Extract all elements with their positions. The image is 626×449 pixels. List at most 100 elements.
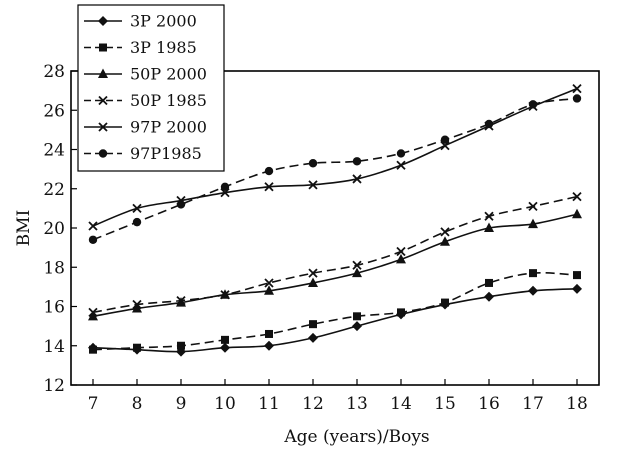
legend-marker	[99, 43, 107, 52]
data-point-50p-2000	[484, 222, 494, 232]
data-point-97p1985	[176, 200, 186, 209]
data-point-50p-1985	[396, 246, 406, 257]
data-point-50p-2000	[132, 302, 142, 313]
legend-item-97p1985: 97P1985	[84, 144, 202, 163]
data-point-50p-1985	[484, 211, 494, 221]
data-point-50p-2000	[88, 310, 98, 321]
data-point-50p-1985	[528, 201, 538, 212]
data-point-3p-2000	[220, 342, 230, 353]
data-point-97p1985	[528, 100, 538, 109]
series-layer	[88, 84, 582, 357]
legend-item-3p-2000: 3P 2000	[84, 12, 197, 31]
data-point-3p-2000	[528, 285, 538, 296]
y-tick-label: 22	[43, 180, 65, 200]
data-point-3p-2000	[352, 321, 362, 332]
series-97p1985	[88, 94, 582, 244]
data-point-3p-1985	[353, 312, 361, 321]
y-tick-label: 14	[43, 337, 65, 357]
x-tick-label: 15	[434, 394, 456, 414]
data-point-3p-1985	[529, 269, 537, 278]
data-point-3p-1985	[397, 308, 405, 317]
data-point-50p-2000	[440, 236, 450, 246]
y-tick-label: 26	[43, 101, 65, 121]
data-point-50p-1985	[352, 260, 362, 270]
y-tick-label: 20	[43, 219, 65, 239]
data-point-97p1985	[396, 149, 406, 158]
legend-item-50p-2000: 50P 2000	[84, 65, 207, 84]
legend-label: 50P 1985	[130, 91, 207, 110]
data-point-3p-1985	[177, 341, 185, 350]
x-axis-title: Age (years)/Boys	[283, 427, 429, 447]
data-point-50p-1985	[308, 268, 318, 278]
data-point-50p-2000	[396, 253, 406, 264]
data-point-97p1985	[88, 235, 98, 244]
data-point-97p-2000	[572, 84, 582, 94]
legend-label: 97P1985	[130, 144, 202, 163]
y-tick-label: 12	[43, 376, 65, 396]
legend-marker	[98, 16, 108, 26]
data-point-97p-2000	[132, 203, 142, 214]
series-50p-1985	[88, 191, 582, 318]
data-point-97p1985	[572, 94, 582, 103]
data-point-3p-1985	[441, 298, 449, 307]
x-tick-label: 11	[258, 394, 280, 414]
legend-marker	[98, 122, 108, 132]
data-point-97p1985	[220, 182, 230, 191]
y-tick-label: 24	[43, 141, 65, 161]
y-tick-label: 18	[43, 258, 65, 278]
data-point-97p1985	[440, 135, 450, 144]
data-point-3p-2000	[572, 283, 582, 294]
legend-marker	[98, 68, 108, 78]
y-tick-label: 16	[43, 298, 65, 318]
data-point-50p-1985	[440, 227, 450, 237]
data-point-50p-1985	[572, 191, 582, 202]
x-tick-label: 10	[214, 394, 236, 414]
data-point-97p1985	[308, 159, 318, 168]
data-point-97p-2000	[308, 180, 318, 190]
data-point-50p-1985	[176, 295, 186, 306]
x-tick-label: 8	[132, 394, 143, 414]
data-point-97p-2000	[264, 182, 274, 192]
y-axis-ticks: 12 14 16 18 20 22 24 26 28	[43, 62, 77, 396]
series-3p-1985	[89, 269, 581, 354]
legend-item-3p-1985: 3P 1985	[84, 38, 197, 57]
x-tick-label: 13	[346, 394, 368, 414]
data-point-3p-2000	[308, 332, 318, 343]
x-axis-ticks: 7 8 9 10 11 12 13 14 15 16 17 18	[88, 379, 588, 414]
series-line-3p-1985	[92, 272, 578, 351]
data-point-3p-1985	[89, 345, 97, 354]
legend-marker	[98, 149, 108, 158]
y-tick-label: 28	[43, 62, 65, 82]
data-point-50p-2000	[352, 267, 362, 278]
series-50p-2000	[88, 208, 582, 321]
legend-label: 3P 2000	[130, 12, 197, 31]
x-tick-label: 18	[566, 394, 588, 414]
legend: 3P 2000 3P 1985 50P 2000 50P 1985 97P 2000 97…	[77, 4, 225, 172]
data-point-97p1985	[484, 119, 494, 129]
data-point-3p-1985	[265, 329, 273, 338]
data-point-3p-1985	[133, 343, 141, 352]
x-tick-label: 7	[88, 394, 99, 414]
data-point-3p-1985	[485, 278, 493, 287]
x-tick-label: 16	[478, 394, 500, 414]
data-point-3p-2000	[484, 291, 494, 302]
y-axis-title: BMI	[14, 210, 34, 247]
data-point-50p-1985	[220, 290, 230, 300]
data-point-50p-2000	[572, 208, 582, 219]
legend-label: 3P 1985	[130, 38, 197, 57]
legend-box	[77, 4, 225, 172]
series-line-50p-1985	[92, 195, 578, 314]
legend-label: 97P 2000	[130, 118, 207, 137]
data-point-97p-2000	[396, 160, 406, 170]
x-tick-label: 14	[390, 394, 412, 414]
series-line-50p-2000	[92, 213, 578, 318]
legend-label: 50P 2000	[130, 65, 207, 84]
data-point-50p-2000	[308, 277, 318, 287]
data-point-50p-1985	[132, 299, 142, 310]
legend-item-97p-2000: 97P 2000	[84, 118, 207, 137]
data-point-3p-1985	[221, 335, 229, 344]
data-point-97p1985	[352, 157, 362, 166]
data-point-97p1985	[264, 166, 274, 176]
x-tick-label: 12	[302, 394, 324, 414]
